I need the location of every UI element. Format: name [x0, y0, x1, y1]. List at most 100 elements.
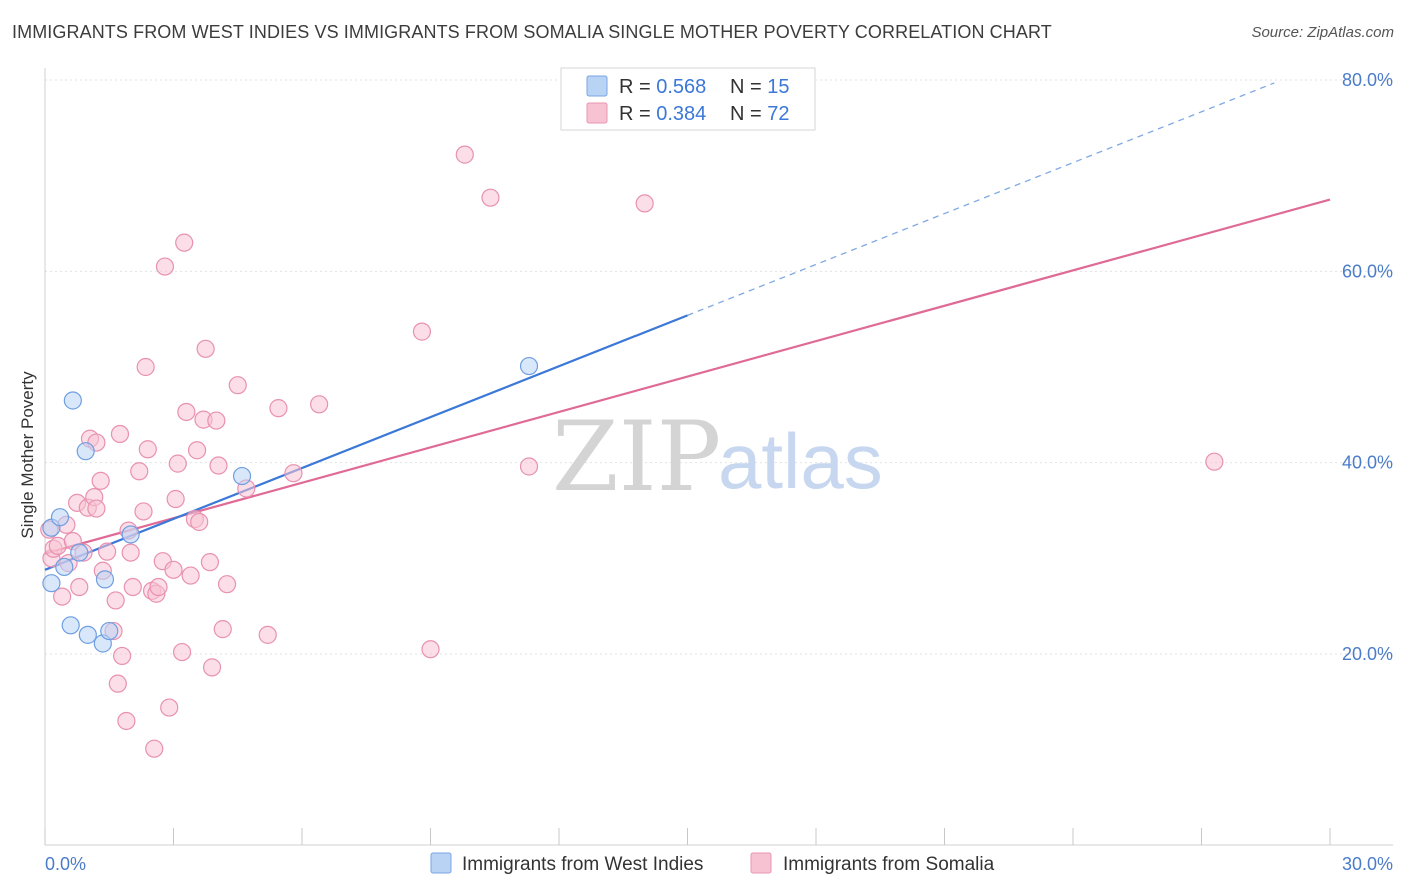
somalia-point — [412, 322, 432, 341]
west-indies-point — [42, 574, 61, 593]
somalia-point — [200, 553, 220, 572]
somalia-point — [190, 512, 209, 532]
bottom-legend-swatch-blue — [430, 852, 452, 874]
somalia-point — [166, 489, 185, 509]
somalia-point — [519, 457, 539, 476]
data-points — [40, 145, 1224, 758]
somalia-point — [164, 560, 183, 579]
somalia-point — [106, 591, 125, 610]
west-indies-point — [76, 442, 95, 461]
legend-n-label-2: N = — [730, 103, 767, 125]
west-indies-point — [70, 543, 89, 562]
somalia-point — [130, 462, 149, 481]
svg-text:R = 0.568: R = 0.568 — [619, 76, 706, 98]
legend-n-value-2: 72 — [767, 103, 789, 125]
tick-labels: 20.0% 40.0% 60.0% 80.0% 0.0% 30.0% — [45, 70, 1393, 874]
somalia-point — [258, 625, 277, 644]
somalia-point — [138, 440, 157, 459]
somalia-point — [53, 587, 72, 606]
legend-r-value-2: 0.384 — [656, 103, 706, 125]
chart-source: Source: ZipAtlas.com — [1251, 24, 1394, 41]
somalia-point — [217, 575, 237, 594]
legend-r-label-1: R = — [619, 76, 656, 98]
y-tick-label: 40.0% — [1342, 453, 1393, 473]
somalia-point — [202, 658, 222, 677]
somalia-point — [635, 194, 654, 213]
somalia-point — [136, 357, 155, 377]
bottom-legend-label-somalia: Immigrants from Somalia — [783, 854, 995, 875]
watermark-atlas: atlas — [718, 417, 883, 505]
somalia-point — [112, 646, 132, 666]
somalia-point — [123, 577, 142, 597]
somalia-point — [1205, 452, 1224, 471]
legend-swatch-pink — [586, 102, 608, 124]
somalia-point — [269, 399, 288, 418]
bottom-legend-swatch-pink — [750, 852, 772, 874]
somalia-point — [134, 502, 153, 521]
somalia-point — [155, 257, 175, 276]
somalia-point — [149, 577, 168, 597]
west-indies-point — [55, 557, 74, 577]
somalia-point — [117, 711, 136, 731]
legend-r-value-1: 0.568 — [656, 76, 706, 98]
west-indies-point — [78, 625, 97, 644]
axes — [44, 68, 1393, 846]
y-tick-label: 60.0% — [1342, 261, 1393, 281]
somalia-point — [310, 395, 329, 414]
west-indies-point — [63, 391, 82, 410]
watermark-zip: ZIP — [552, 401, 721, 513]
svg-text:N = 72: N = 72 — [730, 103, 790, 125]
somalia-point — [481, 188, 500, 207]
west-indies-trend-line — [44, 314, 688, 571]
west-indies-point — [519, 356, 539, 376]
somalia-point — [168, 454, 187, 473]
somalia-point — [209, 456, 228, 475]
somalia-point — [207, 411, 226, 430]
west-indies-point — [50, 508, 70, 527]
somalia-point — [196, 339, 215, 358]
somalia-point — [108, 674, 127, 693]
chart-title: IMMIGRANTS FROM WEST INDIES VS IMMIGRANT… — [12, 22, 1052, 42]
somalia-point — [145, 739, 164, 758]
bottom-legend: Immigrants from West Indies Immigrants f… — [430, 852, 995, 875]
west-indies-point — [121, 525, 140, 544]
legend-r-label-2: R = — [619, 103, 656, 125]
somalia-point — [187, 441, 207, 460]
west-indies-point — [95, 570, 115, 589]
y-tick-label: 80.0% — [1342, 70, 1393, 90]
trend-lines — [44, 82, 1331, 571]
svg-text:N = 15: N = 15 — [730, 76, 790, 98]
somalia-point — [181, 566, 200, 585]
somalia-point — [213, 620, 232, 639]
west-indies-point — [61, 616, 80, 635]
somalia-point — [98, 542, 117, 561]
watermark: ZIP atlas — [552, 401, 883, 513]
somalia-point — [70, 577, 89, 597]
somalia-point — [121, 543, 140, 562]
bottom-legend-label-west-indies: Immigrants from West Indies — [462, 854, 703, 875]
somalia-point — [110, 424, 130, 444]
somalia-point — [48, 536, 67, 555]
x-tick-label: 30.0% — [1342, 854, 1393, 874]
somalia-point — [455, 145, 474, 164]
somalia-point — [175, 233, 194, 252]
somalia-point — [172, 642, 192, 662]
west-indies-point — [232, 466, 252, 486]
svg-text:R = 0.384: R = 0.384 — [619, 103, 706, 125]
somalia-point — [284, 464, 303, 483]
somalia-point — [91, 471, 110, 490]
somalia-point — [228, 376, 247, 395]
somalia-point — [421, 640, 440, 659]
y-axis-title: Single Mother Poverty — [18, 371, 37, 539]
y-tick-label: 20.0% — [1342, 644, 1393, 664]
west-indies-point — [100, 621, 119, 641]
top-legend: R = 0.568 N = 15 R = 0.384 N = 72 — [560, 67, 816, 131]
legend-n-label-1: N = — [730, 76, 767, 98]
legend-n-value-1: 15 — [767, 76, 789, 98]
somalia-point — [87, 499, 106, 518]
somalia-trend-line — [44, 198, 1331, 555]
legend-swatch-blue — [586, 75, 608, 97]
somalia-point — [160, 698, 179, 717]
x-tick-label: 0.0% — [45, 854, 86, 874]
